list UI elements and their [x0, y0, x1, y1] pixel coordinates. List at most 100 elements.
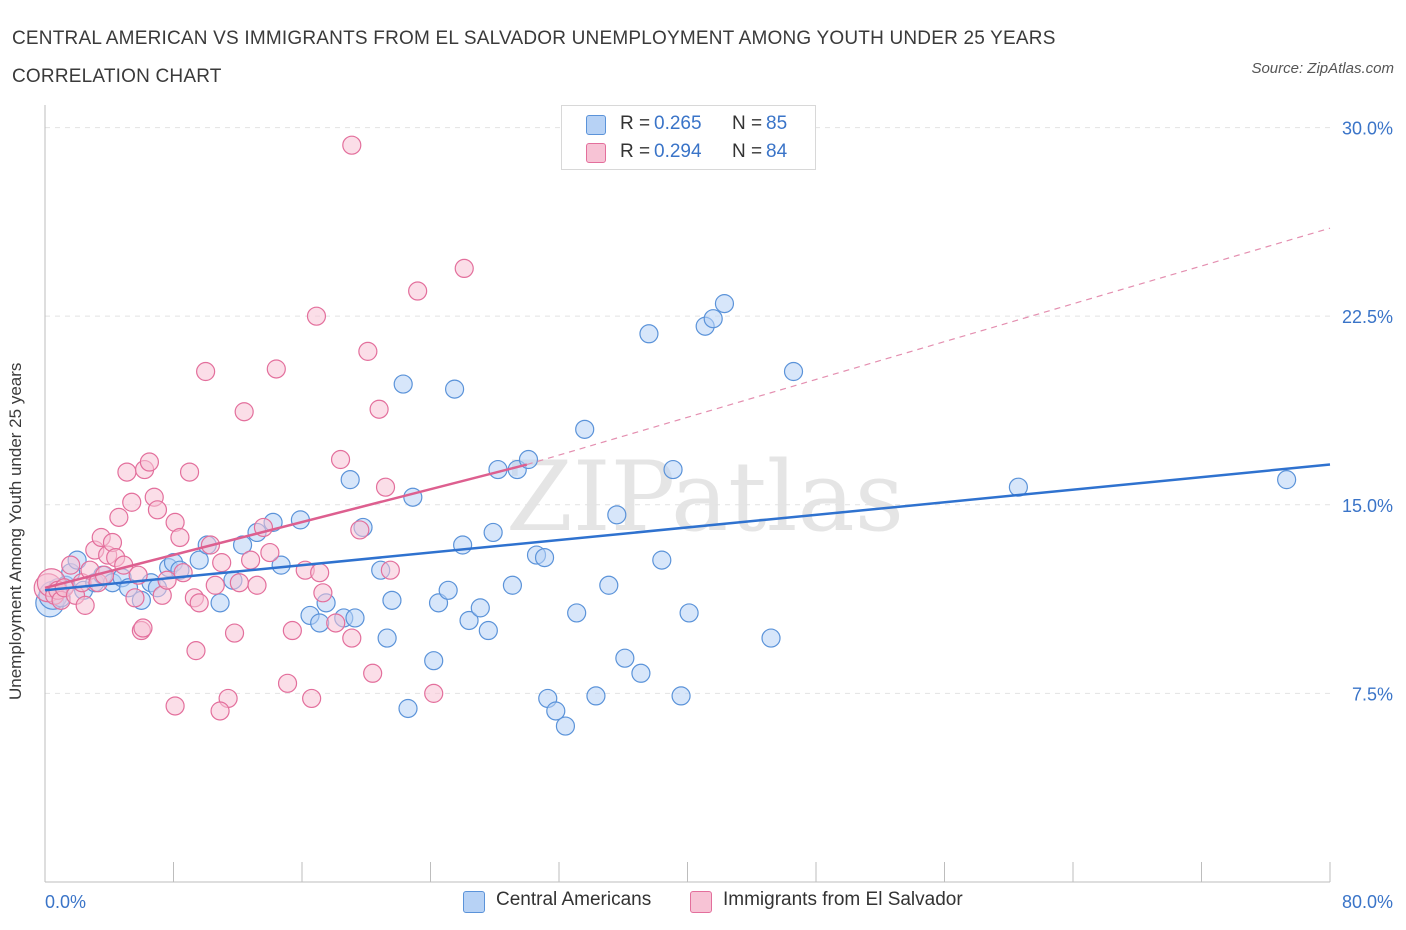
data-point [173, 563, 193, 583]
data-point [157, 570, 177, 590]
data-point [714, 294, 735, 314]
data-point [205, 575, 225, 595]
data-point [224, 623, 245, 643]
data-point [615, 648, 635, 668]
data-point [703, 309, 723, 329]
data-point [478, 620, 498, 641]
data-point [671, 686, 691, 706]
data-point [61, 555, 81, 575]
correlation-legend: R = 0.265 N = 85 R = 0.294 N = 84 [561, 105, 816, 170]
data-point [639, 324, 659, 344]
data-point [652, 550, 672, 570]
trend-lines [44, 227, 1331, 592]
legend-n-label: N = [732, 113, 763, 134]
legend-n-value: 84 [766, 141, 788, 162]
legend-swatch-pink [586, 143, 606, 163]
data-point [382, 590, 402, 610]
data-point [277, 673, 298, 693]
legend-r-value: 0.294 [654, 141, 702, 162]
data-point [586, 686, 606, 706]
data-point [125, 588, 145, 608]
data-point [342, 135, 362, 155]
data-point [330, 449, 351, 470]
chart-source: Source: ZipAtlas.com [1251, 60, 1394, 77]
data-point [326, 613, 346, 633]
data-point [133, 618, 153, 638]
legend-r-label: R = [620, 113, 651, 134]
data-point [607, 505, 627, 525]
legend-swatch-pink [690, 891, 712, 913]
y-tick-label: 7.5% [1352, 684, 1393, 704]
data-point [1277, 470, 1297, 490]
data-point [189, 593, 209, 613]
data-point [454, 258, 474, 278]
data-point [117, 462, 137, 482]
data-point [170, 527, 190, 548]
data-point [502, 575, 523, 595]
trend-line-central-americans [44, 463, 1331, 592]
series-immigrants-el-salvador [33, 135, 474, 721]
x-tick-label: 0.0% [45, 892, 86, 912]
data-point [75, 595, 95, 615]
axes [44, 105, 1331, 883]
data-point [358, 341, 378, 361]
legend-n-value: 85 [766, 113, 788, 134]
data-point [122, 492, 142, 512]
chart-title: CENTRAL AMERICAN VS IMMIGRANTS FROM EL S… [12, 28, 1056, 87]
data-point [165, 696, 185, 716]
data-point [186, 641, 206, 661]
data-point [534, 547, 555, 568]
data-point [459, 610, 479, 631]
data-point [783, 361, 804, 382]
data-point [424, 651, 444, 671]
data-points [33, 135, 1297, 736]
data-point [398, 698, 418, 719]
data-point [210, 593, 230, 613]
legend-r-value: 0.265 [654, 113, 702, 134]
data-point [212, 553, 232, 573]
y-axis-label: Unemployment Among Youth under 25 years [6, 362, 25, 700]
data-point [247, 575, 267, 595]
data-point [241, 550, 261, 570]
watermark: ZIPatlas [506, 441, 904, 553]
legend-label: Central Americans [496, 889, 652, 910]
data-point [546, 701, 566, 721]
y-tick-label: 22.5% [1342, 307, 1393, 327]
data-point [470, 598, 490, 618]
data-point [363, 663, 383, 683]
data-point [109, 507, 129, 527]
data-point [196, 361, 216, 382]
x-tick-label: 80.0% [1342, 892, 1393, 912]
trend-line-el-salvador-extension [526, 227, 1331, 466]
data-point [438, 580, 458, 600]
data-point [189, 550, 209, 570]
data-point [282, 620, 302, 641]
data-point [306, 306, 327, 326]
data-point [350, 520, 370, 540]
legend-label: Immigrants from El Salvador [723, 889, 963, 910]
data-point [342, 628, 362, 648]
data-point [453, 535, 473, 555]
data-point [369, 399, 389, 419]
legend-n-label: N = [732, 141, 763, 162]
data-point [266, 359, 286, 379]
y-tick-label: 15.0% [1342, 496, 1393, 516]
data-point [229, 573, 249, 593]
data-point [555, 716, 576, 736]
data-point [761, 628, 781, 648]
data-point [375, 477, 396, 497]
trend-line-el-salvador [44, 463, 528, 589]
data-point [575, 419, 595, 439]
data-point [408, 281, 428, 301]
data-point [424, 683, 444, 703]
data-point [377, 628, 397, 648]
data-point [210, 701, 230, 721]
tick-labels: 7.5% 15.0% 22.5% 30.0% 0.0% 80.0% [45, 119, 1393, 912]
legend-swatch-blue [463, 891, 485, 913]
data-point [483, 522, 503, 543]
data-point [663, 459, 683, 480]
data-point [147, 500, 168, 520]
data-point [302, 688, 322, 709]
data-point [139, 452, 160, 472]
